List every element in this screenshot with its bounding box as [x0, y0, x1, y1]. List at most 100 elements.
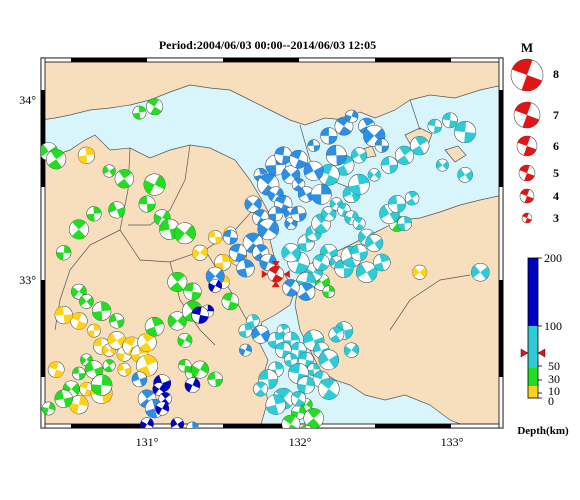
event-mid-depth	[46, 149, 67, 170]
event-deeper	[186, 421, 199, 428]
magnitude-legend-ball-4	[519, 188, 535, 204]
event-mid-depth	[56, 245, 72, 261]
event-deep	[318, 349, 340, 371]
event-deeper	[244, 195, 262, 213]
depth-tick-30: 30	[548, 372, 560, 386]
event-shallow	[77, 146, 96, 164]
event-mid-depth	[174, 222, 196, 245]
lat-label-33: 33°	[19, 273, 36, 287]
event-deep	[367, 168, 381, 182]
depth-bar-outline	[527, 257, 539, 399]
event-deeper	[291, 177, 306, 192]
event-mid-depth	[191, 360, 209, 379]
event-deepest	[208, 278, 223, 293]
event-mid-depth	[79, 294, 94, 309]
event-deep	[290, 391, 307, 407]
event-deep	[328, 326, 345, 343]
longitude-axis-labels: 131° 132° 133°	[136, 435, 464, 449]
event-mid-depth	[143, 173, 166, 196]
frame-scale-bars	[40, 57, 504, 429]
event-shallow	[192, 244, 209, 261]
latitude-axis-labels: 34° 33°	[19, 93, 36, 287]
event-deeper	[289, 149, 308, 169]
event-deep	[365, 234, 384, 252]
depth-tick-10: 10	[548, 384, 560, 398]
depth-bar-deep	[528, 326, 538, 368]
earthquake-events	[41, 98, 490, 428]
event-deeper	[307, 139, 320, 152]
magnitude-label-6: 6	[553, 139, 559, 153]
event-deeper	[205, 266, 225, 286]
magnitude-legend-ball-8	[510, 58, 544, 92]
event-mid-depth	[146, 98, 164, 116]
land-honshu	[41, 58, 503, 126]
event-mid-depth	[138, 195, 156, 213]
event-mid-depth	[281, 414, 301, 428]
event-deep	[471, 262, 490, 282]
magnitude-legend-ball-5	[518, 164, 536, 182]
event-deeper	[131, 371, 148, 388]
magnitude-legend-ball-6	[516, 135, 538, 157]
event-deep	[351, 147, 368, 164]
event-deep	[284, 352, 298, 367]
event-deeper	[222, 229, 238, 245]
magnitude-label-3: 3	[553, 211, 559, 225]
land-island	[444, 145, 467, 163]
event-shallow	[87, 323, 101, 338]
event-shallow	[117, 362, 132, 377]
event-mid-depth	[144, 316, 165, 337]
event-deeper	[282, 279, 300, 297]
event-mid-depth	[132, 105, 147, 120]
event-deep	[442, 112, 458, 129]
event-deep	[297, 376, 316, 395]
event-shallow	[79, 381, 94, 397]
event-deep	[404, 191, 420, 206]
magnitude-label-4: 4	[553, 189, 559, 203]
depth-tick-50: 50	[548, 359, 560, 373]
event-deep	[238, 323, 253, 338]
event-shallow	[136, 354, 159, 377]
depth-legend: 200 100 50 30 10 0 Depth(km)	[517, 251, 569, 437]
magnitude-legend-title: M	[521, 40, 533, 55]
event-deep	[397, 216, 412, 231]
event-deeper	[268, 206, 284, 222]
event-deeper	[296, 282, 316, 301]
event-deeper	[251, 325, 270, 344]
event-mid-depth	[102, 359, 116, 373]
depth-tick-0: 0	[548, 394, 554, 408]
event-deeper	[374, 138, 389, 153]
event-shallow	[47, 361, 65, 378]
event-deep	[352, 217, 366, 230]
event-deepest	[191, 306, 209, 324]
event-mid-depth	[177, 332, 193, 348]
event-shallow	[208, 230, 223, 245]
event-mid-depth	[102, 164, 116, 178]
event-mid-depth	[54, 389, 73, 408]
event-deep	[348, 173, 370, 196]
depth-bar-deepest	[528, 258, 538, 326]
depth-bar-shallow	[528, 386, 538, 398]
event-shallow	[137, 332, 157, 352]
main-event-arrows	[261, 261, 290, 288]
event-deepest	[155, 401, 170, 416]
event-mid-depth	[322, 285, 336, 298]
event-mid-depth	[183, 282, 202, 301]
magnitude-label-8: 8	[553, 67, 559, 81]
magnitude-label-7: 7	[553, 108, 559, 122]
event-deep	[457, 167, 473, 183]
event-deeper	[236, 259, 255, 278]
event-deep	[343, 342, 360, 358]
event-deeper	[303, 160, 324, 181]
magnitude-legend-ball-3	[521, 212, 533, 224]
magnitude-legend: M 8 7 6 5 4 3	[510, 40, 559, 225]
period-title: Period:2004/06/03 00:00‐‐2014/06/03 12:0…	[158, 38, 377, 52]
magnitude-legend-ball-7	[513, 101, 541, 129]
event-deepest	[140, 417, 154, 428]
lon-label-131: 131°	[136, 435, 159, 449]
event-mid-depth	[72, 366, 86, 381]
event-mid-depth	[303, 408, 324, 428]
event-mid-depth	[90, 374, 113, 396]
event-deeper	[228, 243, 247, 262]
event-mid-depth	[109, 313, 125, 329]
